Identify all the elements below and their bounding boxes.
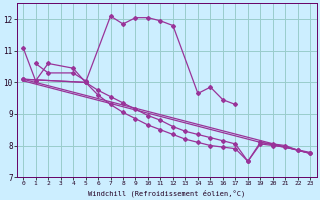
X-axis label: Windchill (Refroidissement éolien,°C): Windchill (Refroidissement éolien,°C) bbox=[88, 189, 245, 197]
